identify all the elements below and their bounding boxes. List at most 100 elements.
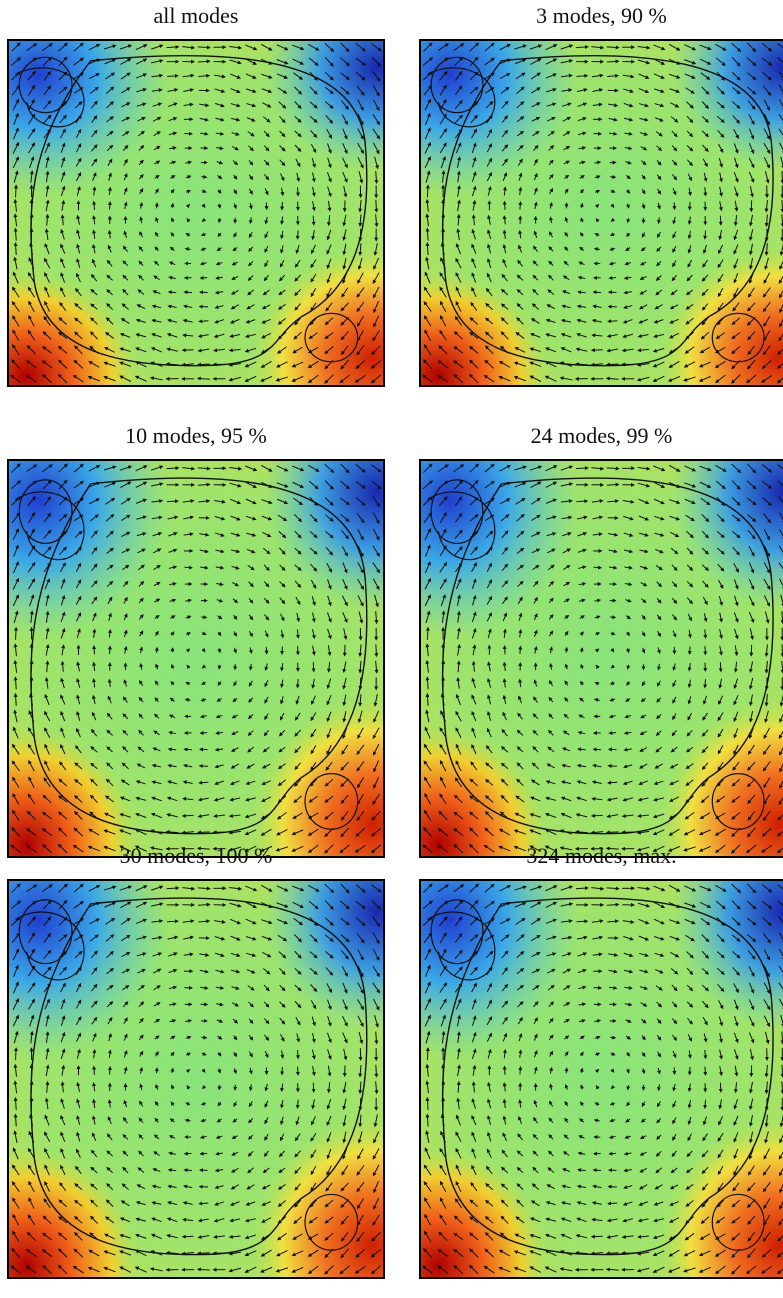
arrow — [201, 174, 208, 179]
arrow — [105, 317, 114, 325]
arrow — [11, 286, 20, 298]
arrow — [277, 87, 288, 94]
arrow — [122, 144, 129, 151]
arrow — [215, 131, 225, 136]
arrow — [103, 361, 116, 367]
arrow — [170, 217, 175, 223]
arrow — [185, 175, 192, 179]
arrow — [139, 188, 144, 195]
arrow — [245, 88, 257, 93]
arrow — [26, 43, 38, 51]
arrow — [41, 360, 53, 369]
arrow — [214, 305, 224, 309]
arrow — [168, 102, 178, 107]
arrow — [61, 199, 66, 211]
arrow — [185, 233, 191, 237]
arrow — [169, 160, 177, 165]
arrow — [59, 128, 66, 139]
arrow — [60, 272, 66, 283]
arrow — [12, 98, 19, 111]
arrow — [263, 130, 270, 138]
arrow — [57, 345, 68, 354]
arrow — [91, 115, 98, 123]
arrow — [248, 188, 253, 195]
arrow — [107, 201, 112, 210]
arrow — [232, 160, 239, 166]
arrow — [57, 359, 68, 369]
arrow — [502, 1065, 507, 1075]
arrow — [28, 315, 35, 327]
arrow — [42, 331, 52, 340]
arrow — [374, 199, 379, 213]
arrow — [60, 257, 66, 269]
arrow — [168, 117, 178, 122]
arrow — [231, 275, 239, 280]
arrow — [107, 186, 112, 196]
arrow — [43, 85, 51, 96]
arrow — [244, 375, 257, 382]
arrow — [183, 304, 193, 309]
arrow — [201, 615, 208, 620]
arrow — [262, 116, 271, 123]
arrow — [138, 260, 144, 266]
arrow — [58, 331, 68, 339]
arrow — [151, 318, 162, 323]
arrow — [26, 57, 37, 66]
arrow — [167, 290, 177, 295]
arrow — [75, 143, 82, 153]
arrow — [170, 232, 175, 237]
panel — [419, 459, 783, 858]
arrow — [295, 230, 300, 240]
arrow — [151, 333, 162, 338]
arrow — [201, 203, 206, 208]
arrow — [135, 73, 148, 79]
arrow — [27, 128, 36, 139]
arrow — [91, 243, 96, 254]
arrow — [43, 70, 51, 81]
arrow — [25, 374, 37, 383]
arrow — [92, 186, 97, 196]
arrow — [88, 58, 101, 65]
arrow — [181, 813, 194, 818]
arrow — [263, 159, 270, 166]
arrow — [200, 131, 209, 136]
arrow — [197, 333, 209, 338]
arrow — [261, 318, 271, 324]
arrow — [261, 346, 272, 354]
panel — [7, 39, 385, 387]
arrow — [564, 202, 569, 209]
arrow — [199, 103, 210, 108]
arrow — [245, 44, 258, 51]
arrow — [264, 245, 269, 253]
arrow — [214, 290, 224, 295]
arrow — [150, 44, 164, 50]
arrow — [167, 304, 177, 309]
arrow — [233, 174, 238, 180]
arrow — [181, 348, 194, 353]
arrow — [92, 215, 96, 225]
arrow — [167, 73, 179, 78]
arrow — [248, 174, 254, 181]
arrow — [44, 272, 51, 283]
arrow — [105, 72, 116, 80]
arrow — [58, 71, 68, 81]
arrow — [576, 919, 589, 924]
arrow — [119, 361, 132, 367]
arrow — [45, 185, 50, 197]
arrow — [123, 172, 128, 181]
panel — [419, 879, 783, 1279]
arrow — [262, 102, 272, 108]
arrow — [89, 345, 99, 354]
arrow — [42, 56, 52, 67]
arrow — [167, 318, 178, 323]
arrow — [216, 146, 224, 151]
arrow — [233, 188, 237, 195]
arrow — [217, 218, 222, 224]
arrow — [13, 256, 18, 270]
arrow — [261, 332, 272, 339]
arrow — [246, 103, 257, 108]
arrow — [75, 287, 82, 297]
arrow — [12, 271, 19, 284]
arrow — [135, 44, 148, 51]
arrow — [58, 86, 68, 95]
